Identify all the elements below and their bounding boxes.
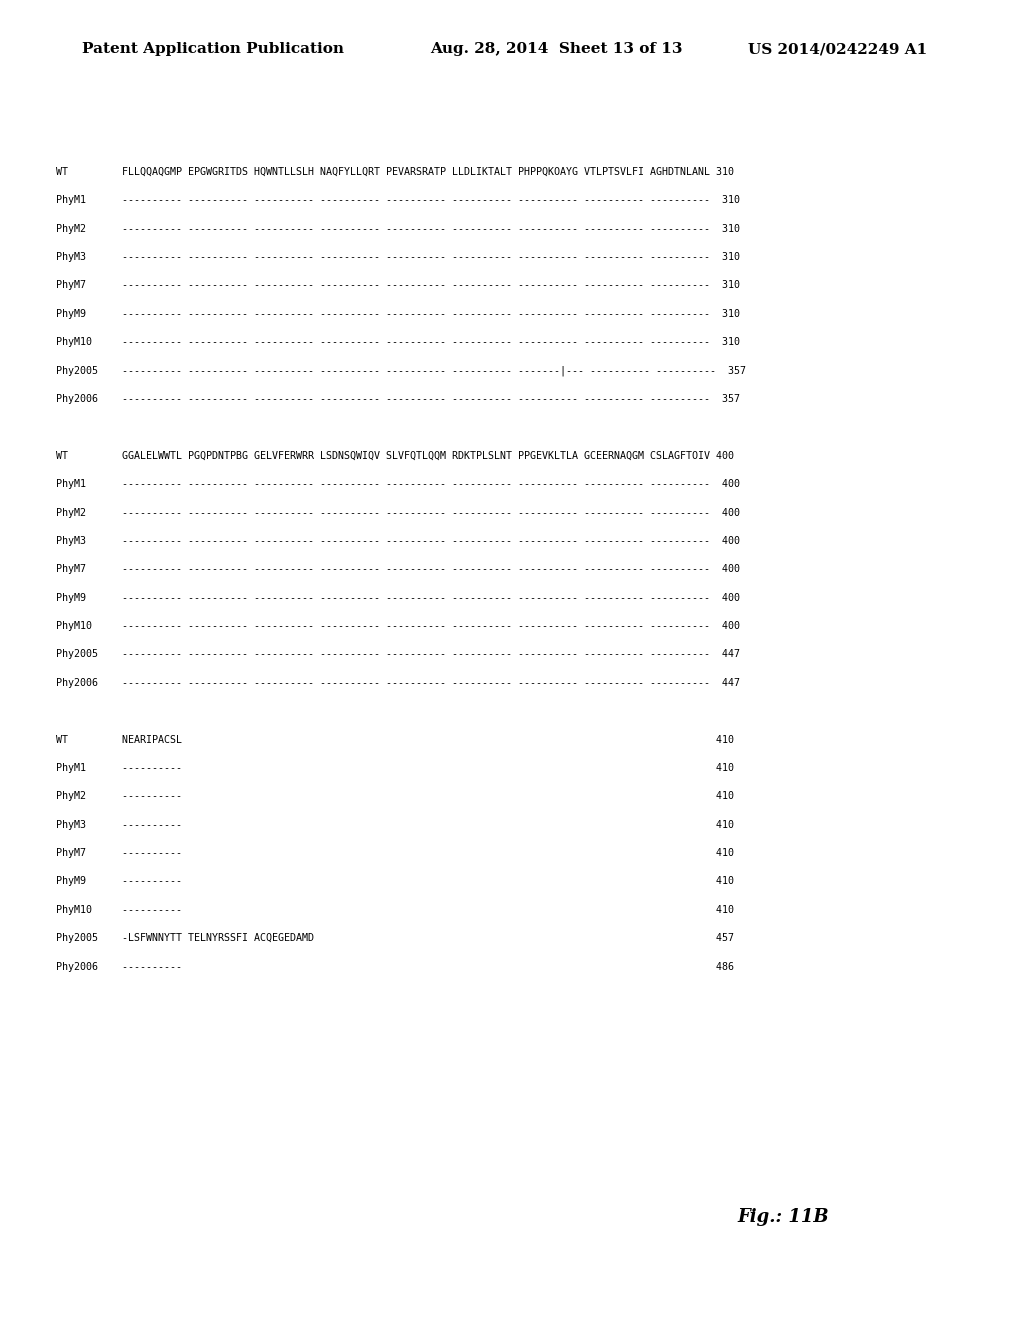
Text: PhyM2      ---------- ---------- ---------- ---------- ---------- ---------- ---: PhyM2 ---------- ---------- ---------- -…	[56, 223, 740, 234]
Text: Phy2006    ---------- ---------- ---------- ---------- ---------- ---------- ---: Phy2006 ---------- ---------- ----------…	[56, 393, 740, 404]
Text: PhyM7      ----------                                                           : PhyM7 ----------	[56, 847, 734, 858]
Text: PhyM9      ----------                                                           : PhyM9 ----------	[56, 876, 734, 887]
Text: PhyM2      ---------- ---------- ---------- ---------- ---------- ---------- ---: PhyM2 ---------- ---------- ---------- -…	[56, 507, 740, 517]
Text: PhyM10     ---------- ---------- ---------- ---------- ---------- ---------- ---: PhyM10 ---------- ---------- ---------- …	[56, 337, 740, 347]
Text: Aug. 28, 2014  Sheet 13 of 13: Aug. 28, 2014 Sheet 13 of 13	[430, 42, 683, 57]
Text: PhyM1      ---------- ---------- ---------- ---------- ---------- ---------- ---: PhyM1 ---------- ---------- ---------- -…	[56, 195, 740, 206]
Text: PhyM7      ---------- ---------- ---------- ---------- ---------- ---------- ---: PhyM7 ---------- ---------- ---------- -…	[56, 280, 740, 290]
Text: PhyM10     ---------- ---------- ---------- ---------- ---------- ---------- ---: PhyM10 ---------- ---------- ---------- …	[56, 620, 740, 631]
Text: Fig.: 11B: Fig.: 11B	[737, 1208, 828, 1226]
Text: US 2014/0242249 A1: US 2014/0242249 A1	[748, 42, 927, 57]
Text: Phy2005    ---------- ---------- ---------- ---------- ---------- ---------- ---: Phy2005 ---------- ---------- ----------…	[56, 649, 740, 660]
Text: PhyM3      ----------                                                           : PhyM3 ----------	[56, 820, 734, 830]
Text: WT         NEARIPACSL                                                           : WT NEARIPACSL	[56, 734, 734, 744]
Text: WT         FLLQQAQGMP EPGWGRITDS HQWNTLLSLH NAQFYLLQRT PEVARSRATP LLDLIKTALT PHP: WT FLLQQAQGMP EPGWGRITDS HQWNTLLSLH NAQF…	[56, 168, 734, 177]
Text: Patent Application Publication: Patent Application Publication	[82, 42, 344, 57]
Text: Phy2006    ----------                                                           : Phy2006 ----------	[56, 961, 734, 972]
Text: PhyM9      ---------- ---------- ---------- ---------- ---------- ---------- ---: PhyM9 ---------- ---------- ---------- -…	[56, 309, 740, 319]
Text: PhyM10     ----------                                                           : PhyM10 ----------	[56, 904, 734, 915]
Text: PhyM9      ---------- ---------- ---------- ---------- ---------- ---------- ---: PhyM9 ---------- ---------- ---------- -…	[56, 593, 740, 603]
Text: PhyM3      ---------- ---------- ---------- ---------- ---------- ---------- ---: PhyM3 ---------- ---------- ---------- -…	[56, 536, 740, 546]
Text: PhyM3      ---------- ---------- ---------- ---------- ---------- ---------- ---: PhyM3 ---------- ---------- ---------- -…	[56, 252, 740, 263]
Text: Phy2005    -LSFWNNYTT TELNYRSSFI ACQEGEDAMD                                     : Phy2005 -LSFWNNYTT TELNYRSSFI ACQEGEDAMD	[56, 933, 734, 944]
Text: WT         GGALELWWTL PGQPDNTPBG GELVFERWRR LSDNSQWIQV SLVFQTLQQM RDKTPLSLNT PPG: WT GGALELWWTL PGQPDNTPBG GELVFERWRR LSDN…	[56, 450, 734, 461]
Text: Phy2006    ---------- ---------- ---------- ---------- ---------- ---------- ---: Phy2006 ---------- ---------- ----------…	[56, 678, 740, 688]
Text: PhyM2      ----------                                                           : PhyM2 ----------	[56, 791, 734, 801]
Text: PhyM7      ---------- ---------- ---------- ---------- ---------- ---------- ---: PhyM7 ---------- ---------- ---------- -…	[56, 565, 740, 574]
Text: PhyM1      ----------                                                           : PhyM1 ----------	[56, 763, 734, 774]
Text: PhyM1      ---------- ---------- ---------- ---------- ---------- ---------- ---: PhyM1 ---------- ---------- ---------- -…	[56, 479, 740, 490]
Text: Phy2005    ---------- ---------- ---------- ---------- ---------- ---------- ---: Phy2005 ---------- ---------- ----------…	[56, 366, 746, 376]
